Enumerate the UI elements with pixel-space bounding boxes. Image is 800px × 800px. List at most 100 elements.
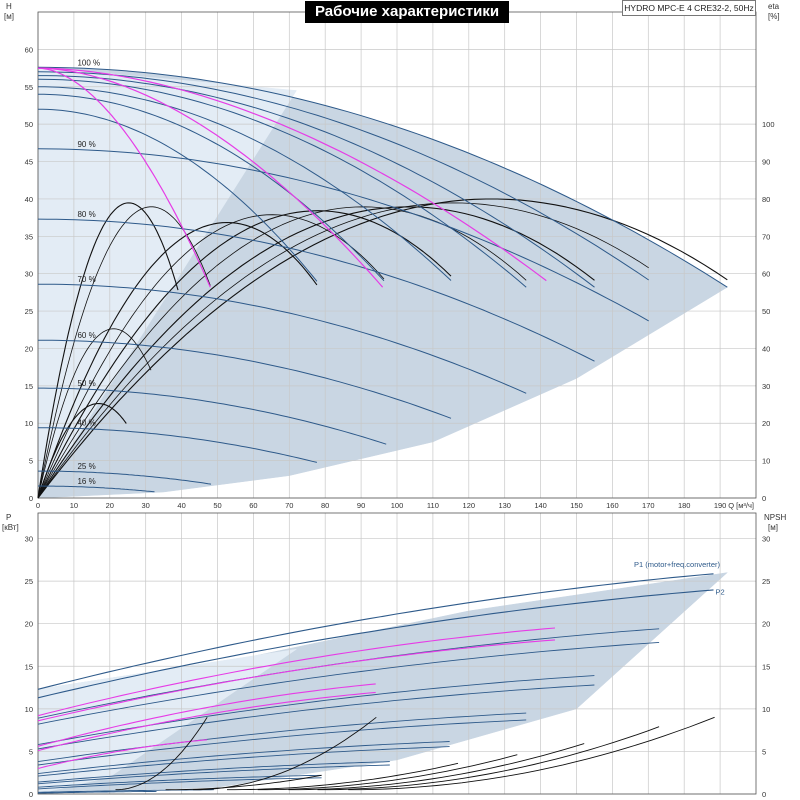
power-curve — [37, 675, 595, 746]
eta-axis-label: eta — [768, 2, 780, 11]
speed-label: 100 % — [77, 58, 100, 67]
power-curve-highlight — [37, 739, 207, 770]
head-curve-highlight — [37, 67, 547, 282]
power-curve — [37, 761, 390, 783]
y-tick-label: 20 — [25, 344, 33, 353]
y-axis-unit: [м] — [4, 12, 14, 21]
x-tick-label: 130 — [498, 501, 511, 510]
eta-tick-label: 40 — [762, 344, 770, 353]
x-axis-label: Q [м³/ч] — [728, 501, 754, 510]
x-tick-label: 160 — [606, 501, 619, 510]
y-tick-label: 50 — [25, 120, 33, 129]
y-tick-label: 5 — [29, 457, 33, 466]
head-curve — [37, 78, 527, 288]
power-curve-highlight — [37, 627, 556, 717]
y-tick-label: 25 — [25, 307, 33, 316]
efficiency-curve — [37, 202, 649, 499]
power-curve — [38, 790, 157, 794]
x-tick-label: 40 — [177, 501, 185, 510]
x-tick-label: 0 — [36, 501, 40, 510]
efficiency-curve — [37, 206, 211, 499]
power-curve — [37, 684, 595, 750]
eta-tick-label: 90 — [762, 158, 770, 167]
speed-label: 90 % — [77, 140, 95, 149]
speed-label: 25 % — [77, 462, 95, 471]
efficiency-curve — [37, 221, 318, 499]
chart-title: Рабочие характеристики — [305, 1, 510, 23]
series-label: P2 — [716, 587, 725, 596]
eta-tick-label: 80 — [762, 195, 770, 204]
x-tick-label: 170 — [642, 501, 655, 510]
head-curve-highlight — [37, 67, 384, 288]
y-axis-label: H — [6, 2, 12, 11]
eta-tick-label: 20 — [762, 419, 770, 428]
power-curve — [37, 719, 527, 766]
speed-label: 40 % — [77, 419, 95, 428]
eta-tick-label: 100 — [762, 120, 775, 129]
power-tick-label: 20 — [25, 620, 33, 629]
y-tick-label: 30 — [25, 270, 33, 279]
head-curve — [38, 427, 318, 463]
head-curve — [38, 108, 318, 282]
eta-tick-label: 0 — [762, 494, 766, 503]
npsh-curve — [165, 774, 322, 791]
head-curve — [38, 470, 212, 485]
x-tick-label: 60 — [249, 501, 257, 510]
head-curve — [37, 218, 595, 362]
power-tick-label: 30 — [25, 535, 33, 544]
x-tick-label: 110 — [427, 501, 439, 510]
head-curve — [38, 387, 387, 445]
pump-model-label: HYDRO MPC-E 4 CRE32-2, 50Hz — [622, 0, 756, 16]
y-tick-label: 35 — [25, 232, 33, 241]
npsh-curve — [227, 762, 459, 791]
power-curve-highlight — [37, 691, 376, 752]
efficiency-curve — [37, 403, 127, 499]
power-curve — [37, 774, 322, 788]
eta-tick-label: 50 — [762, 307, 770, 316]
head-curve — [38, 485, 155, 493]
speed-label: 80 % — [77, 210, 95, 219]
power-series-curve — [37, 573, 714, 690]
x-tick-label: 70 — [285, 501, 293, 510]
npsh-curve — [348, 716, 715, 791]
plot-frame-bottom — [37, 512, 757, 795]
efficiency-curve — [37, 328, 152, 499]
npsh-tick-label: 20 — [762, 620, 770, 629]
x-tick-label: 140 — [534, 501, 547, 510]
head-curve — [37, 339, 452, 419]
efficiency-curve — [37, 214, 385, 499]
power-axis-unit: [кВт] — [2, 523, 19, 532]
npsh-axis-unit: [м] — [768, 523, 778, 532]
npsh-curve — [317, 726, 660, 791]
npsh-axis-label: NPSH — [764, 513, 786, 522]
x-tick-label: 90 — [357, 501, 365, 510]
power-curve-highlight — [37, 683, 376, 747]
x-tick-label: 80 — [321, 501, 329, 510]
npsh-tick-label: 10 — [762, 705, 770, 714]
power-curve — [37, 712, 527, 763]
x-tick-label: 10 — [70, 501, 78, 510]
y-tick-label: 55 — [25, 83, 33, 92]
npsh-tick-label: 5 — [762, 747, 766, 756]
y-tick-label: 60 — [25, 45, 33, 54]
x-tick-label: 120 — [463, 501, 476, 510]
eta-tick-label: 70 — [762, 232, 770, 241]
eta-tick-label: 10 — [762, 457, 770, 466]
x-tick-label: 100 — [391, 501, 404, 510]
x-tick-label: 180 — [678, 501, 691, 510]
x-tick-label: 190 — [714, 501, 727, 510]
efficiency-curve — [37, 210, 452, 499]
npsh-tick-label: 0 — [762, 790, 766, 799]
head-curve — [38, 75, 595, 288]
speed-label: 70 % — [77, 275, 95, 284]
npsh-curve — [288, 743, 585, 791]
npsh-tick-label: 15 — [762, 662, 770, 671]
power-curve — [37, 764, 390, 785]
power-curve — [37, 777, 322, 790]
eta-tick-label: 30 — [762, 382, 770, 391]
x-tick-label: 50 — [213, 501, 221, 510]
eta-axis-unit: [%] — [768, 12, 780, 21]
power-tick-label: 15 — [25, 662, 33, 671]
x-tick-label: 150 — [570, 501, 583, 510]
